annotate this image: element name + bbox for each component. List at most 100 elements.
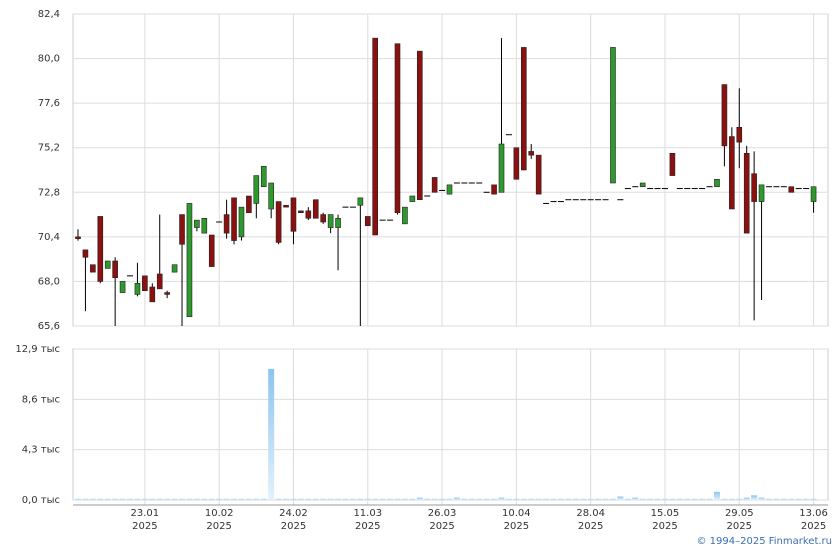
volume-bar [691, 498, 698, 500]
candle-body [394, 43, 401, 214]
candle-body [260, 165, 267, 188]
volume-bar [372, 498, 379, 500]
candle-body [186, 203, 193, 318]
volume-bar [699, 498, 706, 500]
y-tick-label: 82,4 [38, 9, 60, 20]
volume-bar [535, 498, 542, 500]
candle-body [372, 37, 379, 236]
y-tick-label: 80,0 [38, 54, 60, 65]
candle-body [431, 177, 438, 193]
volume-bar [721, 498, 728, 500]
y-tick-label: 72,8 [38, 187, 60, 198]
volume-bar [119, 498, 126, 500]
volume-bar [617, 496, 624, 500]
volume-bar [780, 498, 787, 500]
volume-bar [565, 498, 572, 500]
volume-bar [297, 498, 304, 500]
volume-bar [654, 498, 661, 500]
volume-bar [632, 497, 639, 500]
candle-body [119, 281, 126, 293]
y-tick-label: 0,0 тыс [22, 495, 60, 506]
candle-body [142, 275, 148, 292]
volume-bar [75, 498, 81, 500]
y-tick-label: 68,0 [38, 276, 60, 287]
volume-frame [72, 348, 829, 501]
volume-bar [379, 498, 386, 500]
candle-body [171, 264, 178, 273]
volume-bar [751, 495, 758, 500]
volume-bar [639, 498, 646, 500]
volume-bar [587, 498, 594, 500]
volume-bar [127, 498, 134, 500]
candle-body [179, 214, 185, 245]
volume-bar [728, 498, 735, 500]
candle-body [520, 47, 527, 171]
volume-bar [491, 498, 498, 500]
volume-bar [275, 498, 282, 500]
volume-bar [810, 498, 817, 500]
x-tick-label: 23.01 2025 [130, 508, 160, 532]
candle-body [639, 182, 646, 188]
volume-bar [283, 498, 290, 500]
volume-bar [543, 498, 550, 500]
price-frame [72, 13, 829, 327]
volume-bar [401, 498, 408, 500]
x-tick-label: 29.05 2025 [724, 508, 754, 532]
volume-bar [446, 498, 453, 500]
x-tick-label: 26.03 2025 [427, 508, 457, 532]
volume-bar [647, 498, 654, 500]
volume-bar [335, 498, 342, 500]
volume-bar [216, 498, 223, 500]
volume-bar [758, 497, 765, 500]
y-tick-label: 8,6 тыс [22, 394, 60, 405]
candle-body [416, 50, 423, 201]
candle-body [238, 206, 245, 238]
candle-body [729, 136, 735, 210]
volume-bar [416, 497, 423, 500]
volume-bar [394, 498, 401, 500]
candle-body [268, 182, 274, 210]
candle-body [610, 47, 616, 184]
y-tick-label: 75,2 [38, 143, 60, 154]
candle-body [364, 216, 371, 227]
candle-body [223, 214, 230, 234]
candle-body [246, 195, 252, 214]
x-tick-label: 15.05 2025 [650, 508, 680, 532]
volume-bar [513, 498, 520, 500]
candle-body [90, 264, 96, 273]
volume-bar [179, 498, 186, 500]
x-tick-label: 10.04 2025 [502, 508, 531, 532]
candle-body [758, 184, 765, 202]
volume-bar [572, 498, 579, 500]
candle-body [327, 214, 334, 228]
candle-body [312, 199, 319, 219]
volume-bar [773, 498, 780, 500]
candle-body [275, 201, 282, 243]
volume-bar [795, 498, 802, 500]
x-tick-label: 24.02 2025 [279, 508, 308, 532]
volume-bar [186, 498, 193, 500]
volume-bar [387, 498, 394, 500]
volume-bar [290, 498, 297, 500]
candle-body [736, 126, 743, 143]
candle-body [743, 152, 750, 234]
volume-bar [498, 497, 505, 500]
candle-body [446, 184, 453, 195]
volume-bar [208, 498, 215, 500]
volume-bar [89, 498, 96, 500]
volume-bar [439, 498, 446, 500]
volume-bar [624, 498, 631, 500]
candle-body [134, 282, 141, 295]
candle-body [231, 197, 237, 241]
volume-bar [602, 498, 609, 500]
volume-bar [305, 498, 312, 500]
volume-bar [231, 498, 238, 500]
candle-body [97, 216, 104, 282]
volume-bar [164, 498, 171, 500]
volume-bar [788, 498, 795, 500]
volume-bar [312, 498, 319, 500]
volume-bar [431, 498, 438, 500]
volume-bar [97, 498, 104, 500]
candle-body [283, 204, 289, 208]
volume-bar [595, 498, 602, 500]
